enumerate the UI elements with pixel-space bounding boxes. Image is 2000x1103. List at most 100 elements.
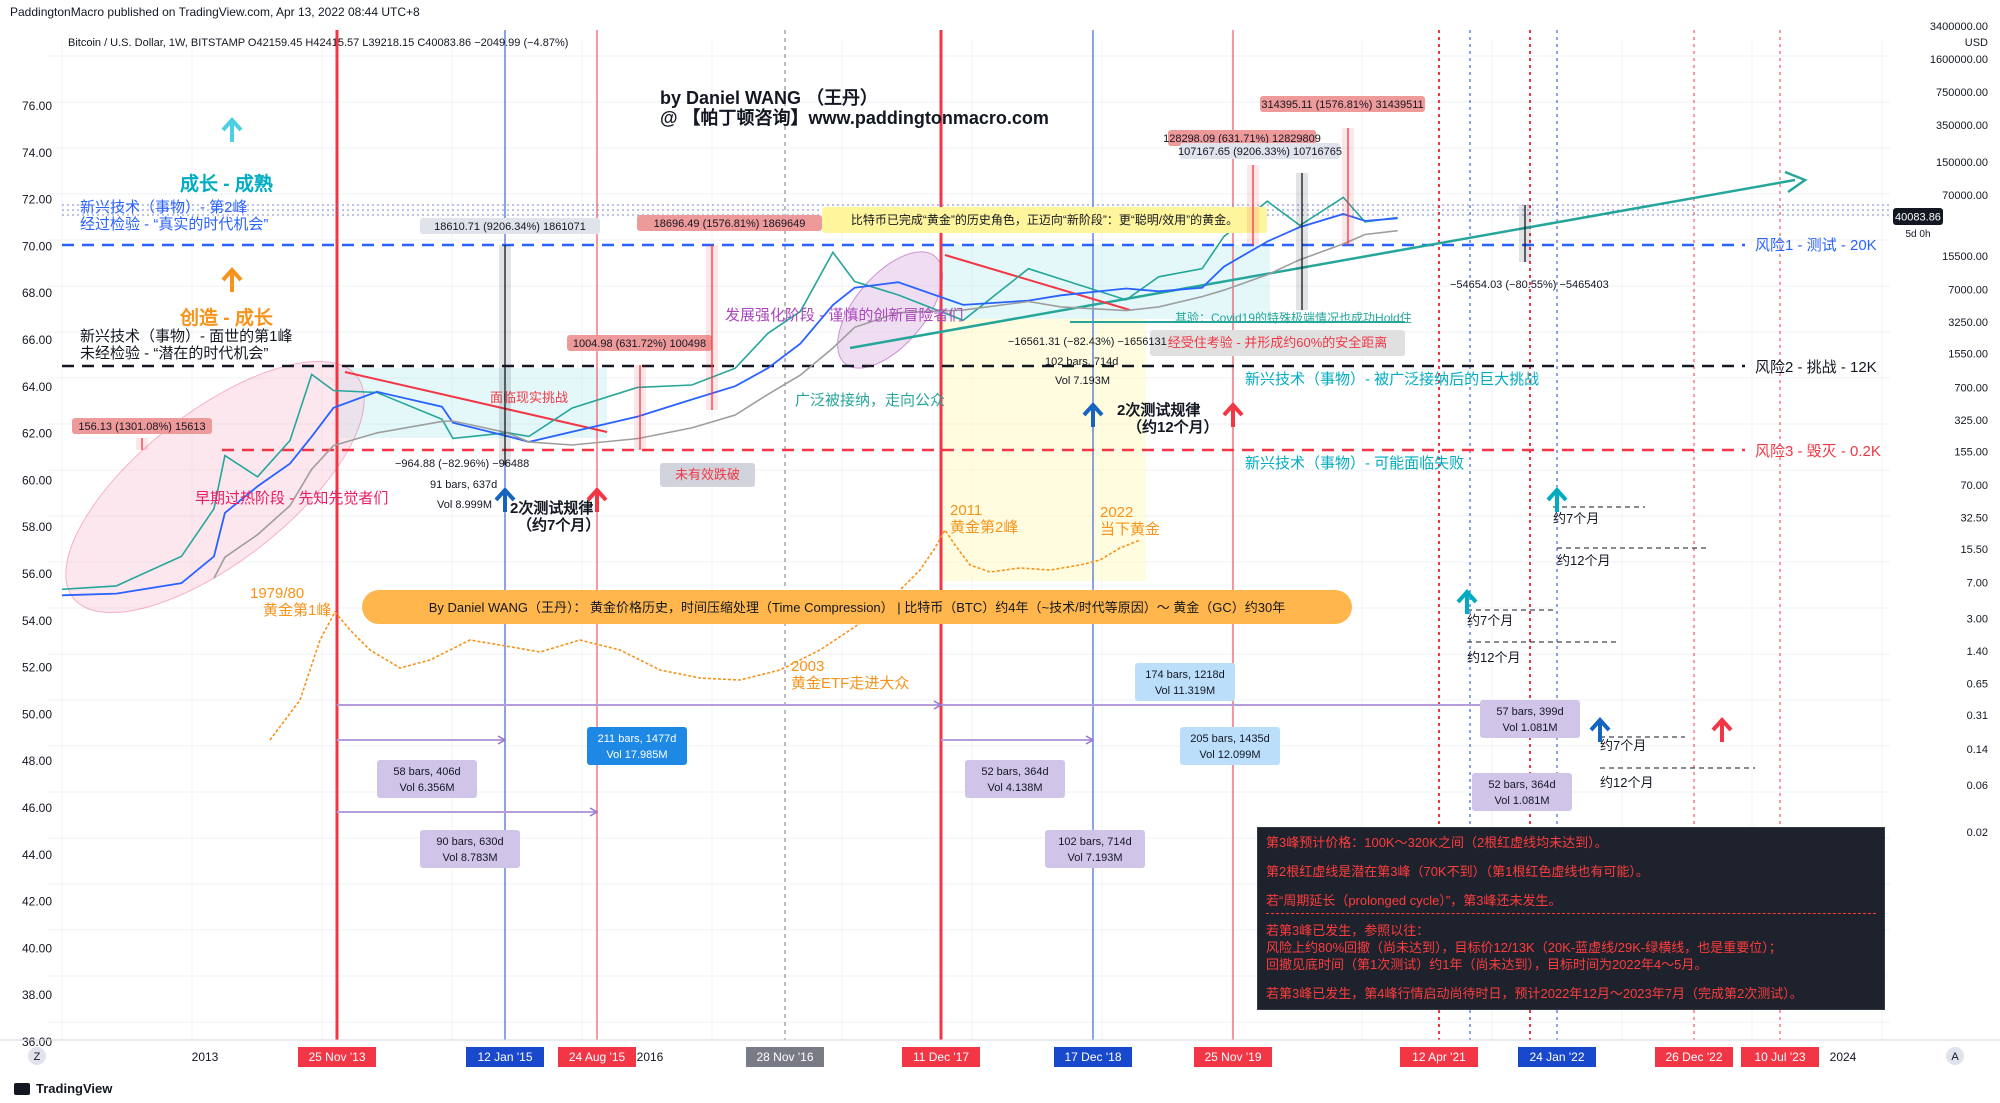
price-axis-label: 750000.00	[1936, 87, 1988, 99]
range-box-vol: Vol 7.193M	[1067, 852, 1122, 864]
range-box-bg	[1135, 663, 1235, 701]
gold-axis-label: 58.00	[22, 520, 52, 534]
note-line: 风险上约80%回撤（尚未达到），目标价12/13K（20K-蓝虚线/29K-绿横…	[1266, 940, 1782, 955]
growth-mature-label: 成长 - 成熟	[180, 172, 273, 195]
note-line: 第2根红虚线是潜在第3峰（70K不到）（第1根红色虚线也有可能）。	[1266, 864, 1649, 879]
range-box-bg	[1045, 830, 1145, 868]
measure-m5-box	[1168, 130, 1316, 146]
measure-m1: 156.13 (1301.08%) 15613	[78, 421, 205, 433]
gold-axis-label: 40.00	[22, 941, 52, 955]
measure-m3: 1004.98 (631.72%) 100498	[573, 338, 706, 350]
falling-line	[344, 371, 608, 433]
price-axis-label: 0.02	[1967, 827, 1988, 839]
range-bar-arrow	[497, 735, 507, 745]
measure-m6-box	[1180, 143, 1340, 159]
range-box-bars: 90 bars, 630d	[436, 836, 503, 848]
time-marker-label: 25 Nov '13	[309, 1050, 366, 1064]
time-marker-bg	[558, 1047, 636, 1067]
a-button: A	[1951, 1051, 1959, 1063]
time-marker-label: 24 Aug '15	[569, 1050, 626, 1064]
gold-axis-label: 74.00	[22, 146, 52, 160]
gold-axis-label: 54.00	[22, 614, 52, 628]
big-challenge-label: 新兴技术（事物）- 被广泛接纳后的巨大挑战	[1245, 371, 1539, 388]
measure-shade	[1296, 173, 1308, 310]
price-axis-label: 7.00	[1967, 578, 1988, 590]
time-marker-bg	[1054, 1047, 1132, 1067]
time-marker-label: 11 Dec '17	[913, 1050, 969, 1064]
note-line	[1266, 973, 1876, 985]
retest2-label: 2次测试规律	[1117, 401, 1200, 419]
time-label: 2024	[1830, 1050, 1857, 1064]
range-box-bg	[1472, 773, 1572, 811]
retest2-sub: （约12个月）	[1127, 418, 1219, 436]
range-box-bars: 174 bars, 1218d	[1145, 669, 1225, 681]
gold-axis-label: 68.00	[22, 286, 52, 300]
retest1-label: 2次测试规律	[510, 499, 593, 517]
price-axis-label: 0.14	[1967, 744, 1988, 756]
gold-1979-label: 1979/80	[250, 585, 304, 602]
tech-peak1-sub: 未经检验 - “潜在的时代机会”	[80, 345, 268, 362]
symbol-line: Bitcoin / U.S. Dollar, 1W, BITSTAMP O421…	[68, 37, 568, 49]
gold-peak1-label: 黄金第1峰	[263, 601, 331, 619]
btc-price-line	[61, 196, 1398, 591]
price-axis-label: 15500.00	[1942, 251, 1988, 263]
range-box-bars: 52 bars, 364d	[981, 766, 1048, 778]
current-price-tag: 40083.86	[1895, 212, 1941, 224]
approx-label: 约7个月	[1600, 738, 1646, 753]
range-box-bars: 205 bars, 1435d	[1190, 733, 1270, 745]
tradingview-footer: TradingView	[14, 1081, 112, 1096]
price-axis-label: 7000.00	[1948, 285, 1988, 297]
measure-m4: 18696.49 (1576.81%) 1869649	[654, 218, 806, 230]
gold-peak2-label: 黄金第2峰	[950, 518, 1018, 536]
gold-axis-label: 36.00	[22, 1035, 52, 1049]
time-marker-label: 17 Dec '18	[1065, 1050, 1122, 1064]
range-box-vol: Vol 1.081M	[1502, 722, 1557, 734]
range-box-bars: 52 bars, 364d	[1488, 779, 1555, 791]
risk1-label: 风险1 - 测试 - 20K	[1755, 237, 1877, 254]
approx-label: 约7个月	[1467, 613, 1513, 628]
time-marker-label: 28 Nov '16	[757, 1050, 814, 1064]
no-breakdown-label-box	[660, 463, 755, 487]
price-axis-label: 1550.00	[1948, 349, 1988, 361]
range-box-bars: 211 bars, 1477d	[598, 733, 677, 745]
gold-axis-label: 72.00	[22, 193, 52, 207]
price-axis-label: 0.65	[1967, 679, 1988, 691]
measure-shade	[706, 245, 718, 410]
price-axis-label: 150000.00	[1936, 157, 1988, 169]
btc-gold-label-box	[822, 207, 1267, 233]
gold-axis-label: 44.00	[22, 848, 52, 862]
measure-m7-box	[1260, 96, 1425, 112]
gold-2011-label: 2011	[950, 502, 982, 519]
time-marker-bg	[1655, 1047, 1733, 1067]
measure-d2c: Vol 7.193M	[1055, 375, 1110, 387]
price-axis-label: 3250.00	[1948, 317, 1988, 329]
range-bar-arrow	[589, 807, 599, 817]
measure-shade	[499, 245, 511, 465]
current-price-tag-box	[1893, 208, 1943, 225]
note-line	[1266, 913, 1876, 914]
time-label: 2013	[192, 1050, 219, 1064]
price-axis-label: 3.00	[1967, 614, 1988, 626]
price-axis-label: 70.00	[1960, 480, 1988, 492]
btc-ma-gray	[213, 229, 1398, 579]
approx-label: 约7个月	[1553, 511, 1599, 526]
range-box-bg	[965, 760, 1065, 798]
range-box-vol: Vol 1.081M	[1494, 795, 1549, 807]
time-marker-bg	[466, 1047, 544, 1067]
gold-axis-label: 60.00	[22, 473, 52, 487]
note-line	[1266, 880, 1876, 892]
time-marker-label: 25 Nov '19	[1205, 1050, 1262, 1064]
measure-m4-box	[637, 215, 822, 231]
may-fail-label: 新兴技术（事物）- 可能面临失败	[1245, 455, 1464, 472]
measure-m2-box	[420, 218, 600, 234]
gold-axis-label: 50.00	[22, 707, 52, 721]
note-line: 若“周期延长（prolonged cycle）”，第3峰还未发生。	[1266, 893, 1562, 908]
price-axis-label: 0.06	[1967, 780, 1988, 792]
z-button: Z	[34, 1051, 41, 1063]
early-phase-ellipse	[65, 360, 365, 614]
author-line2: @ 【帕丁顿咨询】www.paddingtonmacro.com	[660, 107, 1049, 128]
gold-axis-label: 66.00	[22, 333, 52, 347]
note-line: 回撤见底时间（第1次测试）约1年（尚未达到），目标时间为2022年4～5月。	[1266, 957, 1708, 972]
range-box-vol: Vol 4.138M	[987, 782, 1042, 794]
